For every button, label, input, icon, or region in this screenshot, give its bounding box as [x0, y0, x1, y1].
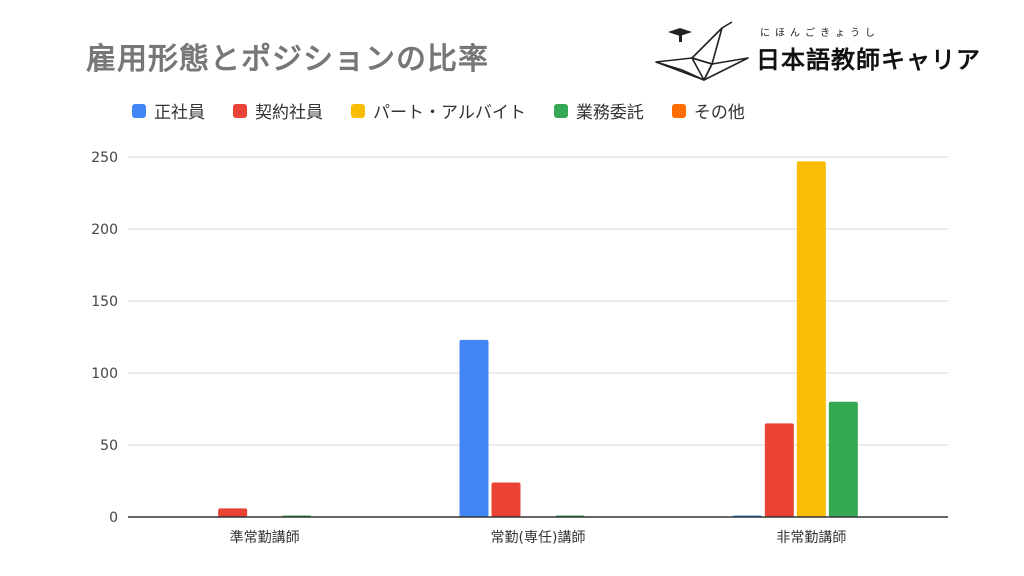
bar: [796, 161, 826, 517]
legend-swatch: [233, 103, 247, 118]
y-tick-label: 0: [109, 510, 118, 526]
y-tick-label: 150: [91, 294, 118, 310]
bar: [218, 508, 248, 517]
y-tick-label: 100: [91, 366, 118, 382]
paper-crane-icon: [655, 21, 749, 81]
legend-item-part-time: パート・アルバイト: [351, 98, 526, 123]
legend-swatch: [132, 103, 146, 118]
brand-logo-block: にほんごきょうし 日本語教師キャリア: [652, 18, 992, 88]
legend-swatch: [553, 103, 568, 118]
chart-title: 雇用形態とポジションの比率: [86, 42, 489, 77]
legend-label: パート・アルバイト: [373, 103, 526, 123]
legend-item-other: その他: [671, 98, 745, 123]
bar: [459, 339, 489, 517]
legend-swatch: [351, 103, 365, 118]
brand-ruby-text: にほんごきょうし: [760, 28, 880, 39]
legend-item-contract: 契約社員: [233, 98, 323, 123]
legend-label: 業務委託: [575, 103, 644, 123]
chart-legend: 正社員 契約社員 パート・アルバイト 業務委託 その他: [132, 98, 745, 123]
legend-label: その他: [693, 103, 745, 123]
bar: [828, 401, 858, 517]
legend-item-outsourced: 業務委託: [553, 98, 644, 123]
x-tick-label: 準常勤講師: [230, 530, 300, 546]
brand-name: 日本語教師キャリア: [756, 46, 981, 74]
legend-label: 正社員: [154, 103, 205, 123]
bar: [491, 482, 521, 517]
x-tick-label: 常勤(専任)講師: [491, 530, 586, 546]
y-tick-label: 250: [91, 150, 118, 166]
legend-label: 契約社員: [255, 103, 323, 123]
bar: [764, 423, 794, 517]
y-tick-label: 50: [100, 438, 118, 454]
legend-swatch: [671, 103, 686, 118]
x-tick-label: 非常勤講師: [776, 530, 846, 546]
legend-item-regular: 正社員: [132, 98, 205, 123]
y-tick-label: 200: [91, 222, 118, 238]
